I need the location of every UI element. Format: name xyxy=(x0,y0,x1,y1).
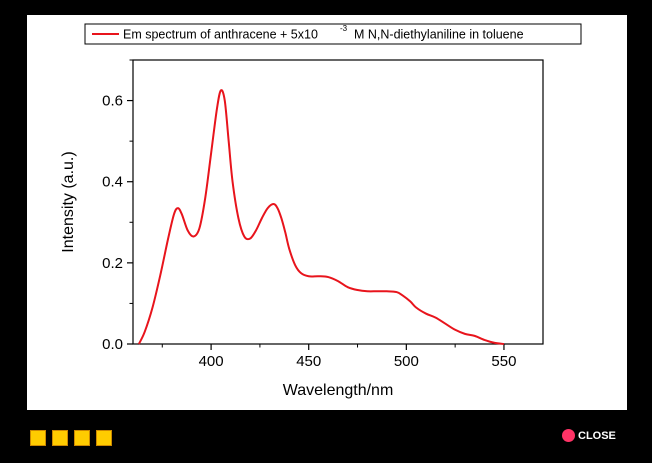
x-tick-label-550: 550 xyxy=(491,353,516,370)
emission-chart: Em spectrum of anthracene + 5x10 -3 M N,… xyxy=(60,23,582,399)
close-dot-icon xyxy=(562,429,575,442)
nav-square-1[interactable] xyxy=(30,430,46,446)
x-tick-label-500: 500 xyxy=(394,353,419,370)
legend-text-main: Em spectrum of anthracene + 5x10 xyxy=(123,28,318,42)
y-axis-title: Intensity (a.u.) xyxy=(60,151,77,252)
x-tick-label-450: 450 xyxy=(296,353,321,370)
x-axis-title: Wavelength/nm xyxy=(283,382,394,399)
plot-frame xyxy=(132,59,544,345)
y-tick-label-2: 0.4 xyxy=(102,174,123,191)
nav-squares xyxy=(30,430,112,446)
legend: Em spectrum of anthracene + 5x10 -3 M N,… xyxy=(84,23,582,45)
y-tick-label-0: 0.0 xyxy=(102,336,123,353)
y-tick-label-1: 0.2 xyxy=(102,255,123,272)
legend-text-superscript: -3 xyxy=(340,24,348,33)
close-button[interactable]: CLOSE xyxy=(562,429,616,442)
legend-box xyxy=(84,23,582,45)
close-label: CLOSE xyxy=(578,429,616,442)
nav-square-2[interactable] xyxy=(52,430,68,446)
x-tick-label-400: 400 xyxy=(199,353,224,370)
nav-square-3[interactable] xyxy=(74,430,90,446)
legend-text-tail: M N,N-diethylaniline in toluene xyxy=(354,28,524,42)
series-line-emission xyxy=(137,89,505,345)
figure-panel: Em spectrum of anthracene + 5x10 -3 M N,… xyxy=(27,15,627,410)
ticks-layer: 400 450 500 550 0.0 0.2 0.4 0.6 xyxy=(102,59,516,370)
nav-square-4[interactable] xyxy=(96,430,112,446)
y-tick-label-3: 0.6 xyxy=(102,93,123,110)
